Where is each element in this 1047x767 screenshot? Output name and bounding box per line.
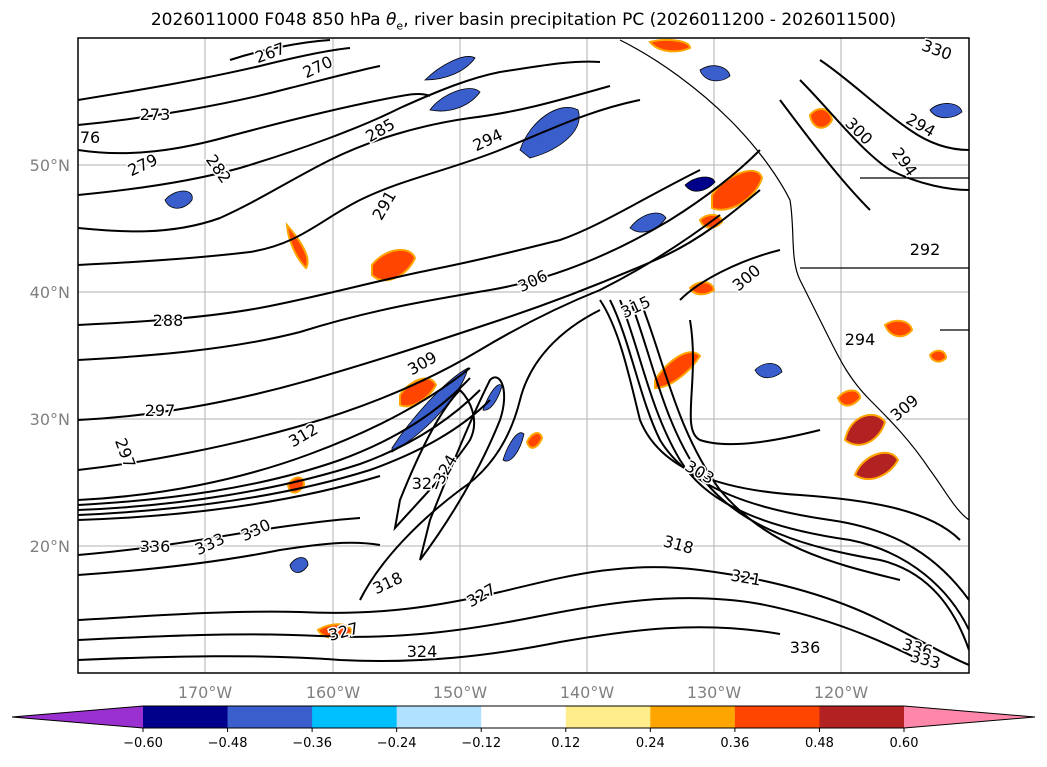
precip-blob [853, 451, 900, 480]
precip-blob [424, 56, 476, 81]
theta-e-contours [78, 39, 969, 666]
lat-label: 30°N [30, 410, 70, 429]
colorbar-tick-label: −0.48 [208, 736, 248, 751]
precip-blob [883, 319, 914, 338]
colorbar-tick-label: 0.48 [805, 736, 834, 751]
precip-blob [502, 432, 525, 462]
precip-blob [928, 349, 948, 363]
map-content [78, 38, 969, 673]
precip-blob [843, 413, 887, 446]
precip-blob [164, 190, 193, 209]
precip-blob [688, 281, 716, 296]
coastline [619, 39, 969, 521]
colorbar-tick-label: −0.36 [292, 736, 332, 751]
colorbar-tick-label: −0.12 [461, 736, 501, 751]
colorbar-tick-label: 0.12 [551, 736, 580, 751]
lon-label: 130°W [687, 683, 742, 702]
colorbar-segment [734, 706, 820, 728]
title-theta: θ [386, 10, 397, 30]
contour-label: 288 [153, 311, 184, 330]
colorbar-segment [312, 706, 398, 728]
precip-blob [285, 222, 309, 270]
lat-label: 20°N [30, 537, 70, 556]
colorbar: −0.60 −0.48 −0.36 −0.24 −0.12 0.12 0.24 0.36 0.4… [11, 705, 1036, 751]
colorbar-tick-label: 0.36 [720, 736, 749, 751]
map-title: 2026011000 F048 850 hPa θe, river basin … [0, 10, 1047, 32]
title-tail: , river basin precipitation PC (20260112… [403, 10, 897, 30]
latitude-labels: 50°N 40°N 30°N 20°N [30, 156, 70, 556]
title-main: 2026011000 F048 850 hPa [150, 10, 386, 30]
precip-blob [684, 176, 716, 192]
lat-label: 50°N [30, 156, 70, 175]
colorbar-segment [396, 706, 482, 728]
lon-label: 120°W [814, 683, 869, 702]
contour-label: 294 [845, 330, 876, 349]
precip-blob [429, 88, 481, 112]
colorbar-tick-label: −0.60 [123, 736, 163, 751]
contour-label: 76 [80, 128, 100, 147]
colorbar-segment [143, 706, 229, 728]
colorbar-segment [819, 706, 905, 728]
precip-blob [699, 65, 731, 82]
colorbar-segment [565, 706, 651, 728]
contour-label: 292 [910, 240, 941, 259]
map-panel [78, 38, 969, 673]
lon-label: 150°W [433, 683, 488, 702]
contour-label: 336 [790, 638, 821, 657]
longitude-labels: 170°W 160°W 150°W 140°W 130°W 120°W [178, 683, 869, 702]
precip-blob [391, 367, 469, 453]
title-subscript: e [396, 19, 404, 33]
colorbar-tick-label: −0.24 [377, 736, 417, 751]
contour-label: 327 [412, 474, 443, 493]
precip-blob [519, 107, 580, 159]
lon-label: 160°W [306, 683, 361, 702]
map-border [77, 37, 970, 674]
colorbar-tick-label: 0.60 [890, 736, 919, 751]
contour-label: 336 [140, 537, 171, 556]
colorbar-extend-min [12, 706, 143, 728]
contour-label: 273 [140, 105, 171, 124]
precip-blob [399, 377, 438, 408]
contour-label: 297 [145, 401, 176, 420]
contour-label: 324 [407, 642, 438, 661]
lon-label: 140°W [560, 683, 615, 702]
colorbar-tick-label: 0.24 [636, 736, 665, 751]
colorbar-extend-max [904, 706, 1035, 728]
precip-blob [289, 557, 309, 573]
precip-blob [754, 363, 783, 379]
precip-blob [525, 432, 544, 449]
lat-label: 40°N [30, 283, 70, 302]
precip-blob [808, 108, 834, 129]
precip-blob [371, 249, 417, 282]
graticule [78, 38, 969, 673]
colorbar-segment [227, 706, 313, 728]
precip-blob [929, 103, 963, 119]
lon-label: 170°W [178, 683, 233, 702]
precip-blob [836, 389, 862, 407]
colorbar-segment [650, 706, 736, 728]
precip-blob [648, 39, 692, 53]
colorbar-segment [481, 706, 567, 728]
precip-blob [629, 212, 667, 233]
